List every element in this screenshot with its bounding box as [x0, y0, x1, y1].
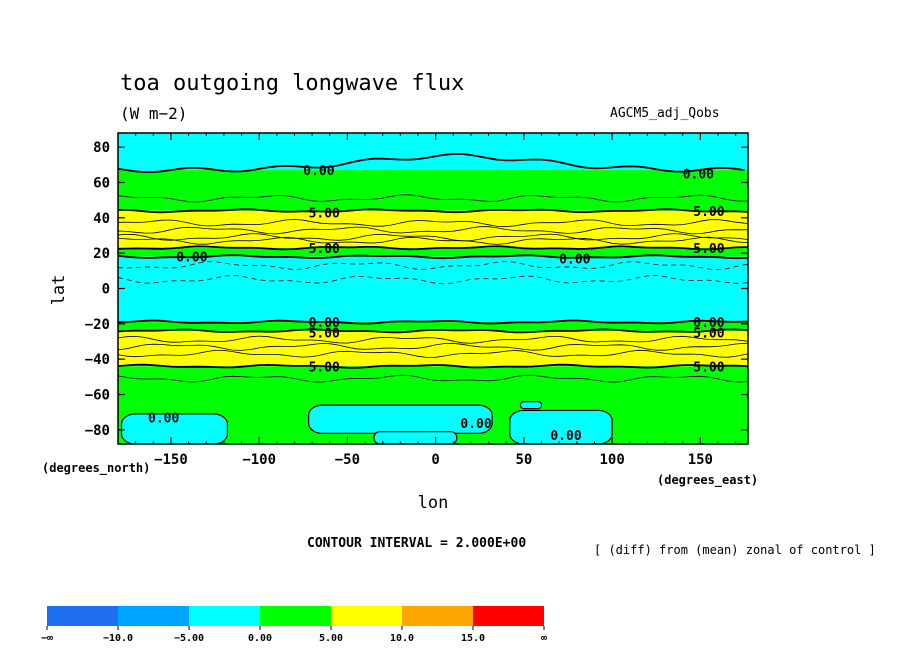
y-tick-label: −60 [85, 388, 110, 404]
colorbar-swatch [189, 606, 260, 626]
y-tick-label: 20 [93, 246, 110, 262]
colorbar-swatch [402, 606, 473, 626]
x-tick-label: −50 [335, 452, 360, 468]
chart-title: toa outgoing longwave flux [120, 71, 464, 96]
contour-line [118, 335, 748, 344]
negative-patch [120, 413, 229, 444]
colorbar-label: −10.0 [103, 633, 133, 644]
contour-label: 0.00 [176, 251, 207, 266]
contour-label: 0.00 [148, 411, 179, 426]
y-tick-label: 80 [93, 140, 110, 156]
contour-band [118, 330, 748, 367]
contour-line [118, 236, 748, 245]
colorbar-swatch [473, 606, 544, 626]
colorbar-swatch [118, 606, 189, 626]
x-axis-ticks: −150 −100 −50 0 50 100 150 [135, 133, 737, 468]
plot-area: 0.00 0.005.00 5.005.00 5.000.00 0.000.005.00… [85, 132, 749, 468]
contour-band [118, 256, 748, 323]
negative-patch [509, 409, 613, 444]
contour-line [118, 208, 748, 214]
y-tick-label: 40 [93, 211, 110, 227]
y-axis-ticks: 80 60 40 20 0 −20 −40 −60 −80 [85, 140, 748, 439]
colorbar: −∞ −10.0 −5.00 0.00 5.00 10.0 15.0 ∞ [41, 606, 547, 644]
contour-label: 5.00 [309, 242, 340, 257]
y-tick-label: 60 [93, 175, 110, 191]
x-tick-label: −100 [242, 452, 276, 468]
negative-patch [519, 400, 543, 410]
contour-label: 5.00 [693, 360, 724, 375]
colorbar-swatch [47, 606, 118, 626]
colorbar-label: 15.0 [461, 633, 485, 644]
colorbar-swatch [331, 606, 402, 626]
contour-label: 5.00 [309, 327, 340, 342]
colorbar-swatch [260, 606, 331, 626]
colorbar-label: 5.00 [319, 633, 343, 644]
negative-patch [373, 431, 458, 444]
contour-label: 0.00 [309, 316, 340, 331]
contour-label: 0.00 [303, 164, 334, 179]
chart-units: (W m−2) [120, 104, 187, 123]
y-tick-label: −80 [85, 423, 110, 439]
contour-label: 5.00 [693, 205, 724, 220]
contour-line [118, 233, 748, 242]
contour-line [118, 363, 748, 369]
x-tick-label: 50 [515, 452, 532, 468]
contour-label: 5.00 [309, 207, 340, 222]
contour-line [118, 342, 748, 351]
contour-label: 0.00 [550, 429, 581, 444]
contour-band [118, 322, 748, 331]
contour-interval-text: CONTOUR INTERVAL = 2.000E+00 [307, 536, 526, 551]
contour-line [118, 226, 748, 235]
colorbar-label: −5.00 [174, 633, 204, 644]
y-tick-label: −40 [85, 352, 110, 368]
operation-text: [ (diff) from (mean) zonal of control ] [594, 543, 876, 557]
contour-line-negative [118, 260, 748, 271]
colorbar-label: −∞ [41, 633, 53, 644]
contour-label: 0.00 [683, 168, 714, 183]
colorbar-label: 0.00 [248, 633, 272, 644]
contour-line [118, 349, 748, 358]
y-tick-label: 0 [102, 282, 110, 298]
x-tick-label: 100 [599, 452, 624, 468]
contour-label: 5.00 [693, 242, 724, 257]
contour-label: 0.00 [693, 316, 724, 331]
contour-line [118, 194, 748, 203]
contour-label: 0.00 [559, 252, 590, 267]
x-tick-label: −150 [154, 452, 188, 468]
y-axis-label: lat [49, 275, 69, 306]
contour-line [118, 328, 748, 334]
filled-contour-bands [118, 133, 748, 444]
contour-label: 0.00 [460, 417, 491, 432]
dataset-label: AGCM5_adj_Qobs [610, 106, 720, 121]
y-unit-label: (degrees_north) [42, 461, 150, 476]
contour-line [118, 153, 745, 173]
contour-line [118, 374, 748, 383]
north-cyan-region [118, 133, 748, 173]
contour-band [118, 170, 748, 211]
contour-line [118, 254, 748, 260]
contour-labels: 0.00 0.005.00 5.005.00 5.000.00 0.000.005.00… [148, 164, 725, 444]
contour-line-negative [118, 274, 748, 285]
x-unit-label: (degrees_east) [657, 473, 758, 488]
contour-band [118, 247, 748, 257]
contour-label: 5.00 [309, 360, 340, 375]
x-tick-label: 0 [431, 452, 439, 468]
x-tick-label: 150 [688, 452, 713, 468]
contour-lines [118, 153, 748, 383]
colorbar-label: 10.0 [390, 633, 414, 644]
contour-line [118, 245, 748, 251]
y-tick-label: −20 [85, 317, 110, 333]
contour-line [118, 319, 748, 325]
x-axis-label: lon [418, 493, 449, 513]
colorbar-label: ∞ [541, 633, 547, 644]
contour-line [118, 218, 748, 228]
contour-label: 5.00 [693, 327, 724, 342]
